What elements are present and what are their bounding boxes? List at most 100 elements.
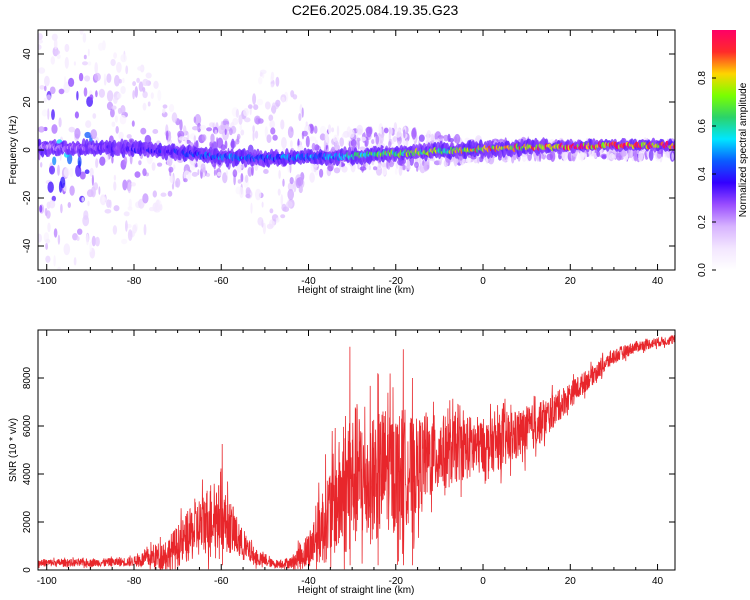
x-tick-label: -40 (301, 276, 316, 287)
noise-blob (47, 181, 54, 193)
noise-blob (394, 127, 402, 138)
noise-blob (247, 144, 254, 155)
noise-blob (111, 105, 117, 110)
noise-blob (405, 139, 409, 148)
noise-blob (601, 154, 607, 160)
noise-blob (58, 117, 62, 128)
noise-blob (152, 190, 157, 198)
noise-blob (51, 109, 55, 121)
noise-blob (90, 129, 98, 140)
noise-blob (319, 168, 324, 178)
noise-blob (333, 134, 339, 143)
noise-blob (106, 90, 114, 102)
noise-blob (333, 167, 341, 174)
noise-blob (125, 220, 128, 232)
x-tick-label: 20 (565, 576, 577, 587)
noise-blob (467, 157, 471, 164)
noise-blob (58, 88, 65, 95)
noise-blob (275, 217, 280, 223)
noise-blob (76, 90, 79, 101)
noise-blob (98, 88, 105, 98)
noise-blob (313, 125, 318, 134)
noise-blob (89, 241, 92, 253)
noise-blob (115, 125, 119, 134)
noise-blob (110, 108, 115, 118)
noise-blob (269, 208, 274, 214)
noise-blob (95, 236, 100, 247)
noise-blob (132, 90, 135, 100)
noise-blob (142, 91, 148, 99)
noise-blob (167, 190, 173, 197)
noise-blob (218, 125, 225, 135)
noise-blob (84, 131, 91, 139)
noise-blob (149, 206, 155, 212)
noise-blob (281, 137, 287, 149)
noise-blob (270, 71, 275, 81)
noise-blob (214, 129, 218, 135)
snr-y-label: SNR (10 * v/v) (8, 418, 19, 482)
noise-blob (334, 140, 340, 151)
noise-blob (193, 135, 196, 143)
noise-blob (443, 134, 449, 142)
noise-blob (359, 166, 367, 171)
noise-blob (323, 139, 326, 152)
spectrogram-x-axis: -100 -80 -60 -40 -20 0 20 40 (37, 30, 664, 287)
noise-blob (414, 161, 419, 169)
y-tick-label: 0 (22, 147, 33, 153)
noise-blob (95, 158, 99, 169)
noise-blob (239, 187, 244, 199)
noise-blob (269, 120, 276, 129)
noise-blob (38, 39, 43, 44)
noise-blob (348, 128, 355, 138)
noise-blob (402, 164, 406, 171)
x-tick-label: -20 (389, 276, 404, 287)
noise-blob (319, 125, 327, 135)
noise-blob (40, 162, 43, 168)
noise-blob (319, 133, 326, 141)
noise-blob (45, 242, 48, 250)
noise-blob (83, 210, 89, 221)
colorbar-tick-label: 0.2 (697, 215, 708, 229)
noise-blob (254, 188, 262, 201)
noise-blob (311, 142, 316, 151)
noise-blob (113, 205, 120, 212)
noise-blob (77, 228, 83, 235)
noise-blob (183, 170, 191, 180)
noise-blob (584, 153, 587, 160)
noise-blob (44, 75, 50, 87)
colorbar-tick-label: 0.8 (697, 71, 708, 85)
x-tick-label: 0 (480, 576, 486, 587)
noise-blob (293, 185, 297, 192)
spectrogram-y-label: Frequency (Hz) (8, 116, 19, 185)
noise-blob (171, 183, 175, 190)
noise-blob (147, 101, 151, 107)
x-tick-label: 0 (480, 276, 486, 287)
noise-blob (280, 214, 286, 219)
noise-blob (236, 163, 242, 173)
noise-blob (142, 102, 147, 111)
noise-blob (301, 107, 304, 118)
noise-blob (309, 124, 315, 134)
noise-blob (342, 130, 350, 138)
noise-blob (143, 224, 147, 236)
noise-blob (222, 172, 228, 184)
noise-blob (178, 136, 186, 141)
colorbar-tick-label: 0.0 (697, 263, 708, 277)
noise-blob (238, 114, 243, 125)
noise-blob (216, 137, 224, 149)
noise-blob (244, 117, 251, 123)
noise-blob (106, 73, 112, 83)
noise-blob (197, 122, 202, 133)
noise-blob (245, 193, 251, 199)
noise-blob (197, 169, 200, 176)
noise-blob (593, 152, 598, 159)
noise-blob (237, 179, 242, 184)
noise-blob (243, 108, 249, 117)
noise-blob (118, 131, 124, 140)
y-tick-label: 0 (22, 567, 33, 573)
noise-blob (634, 148, 637, 161)
x-tick-label: -60 (214, 276, 229, 287)
noise-blob (252, 125, 255, 133)
noise-blob (252, 130, 255, 142)
noise-blob (606, 151, 610, 161)
